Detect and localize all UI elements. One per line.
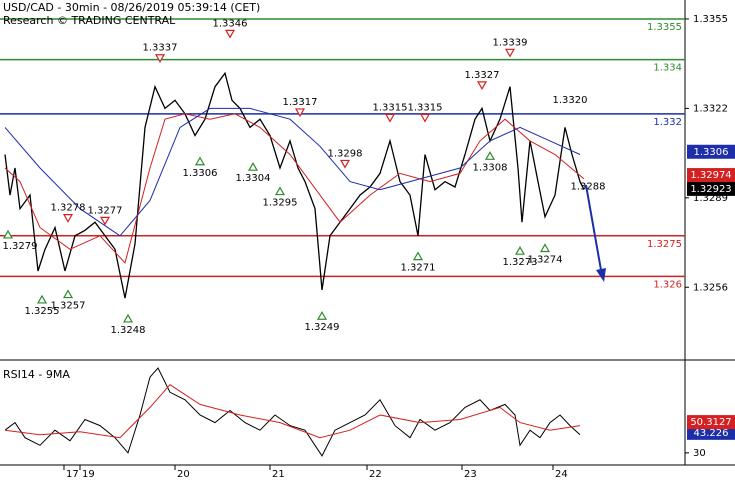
high-label: 1.3337 [143, 43, 178, 54]
low-marker [194, 156, 206, 166]
high-label: 1.3327 [465, 70, 500, 81]
forecast-arrow [585, 184, 602, 271]
high-marker [504, 48, 516, 58]
high-marker [294, 108, 306, 118]
y-tick-label: 30 [693, 448, 706, 459]
low-marker [316, 311, 328, 320]
arrow-head [596, 268, 606, 282]
level-label: 1.3275 [647, 239, 682, 250]
series-line [4, 113, 585, 264]
high-marker [224, 29, 236, 39]
last-value-box [687, 415, 735, 430]
low-marker [514, 245, 526, 255]
rsi-title: RSI14 - 9MA [3, 368, 70, 381]
level-label: 1.332 [653, 117, 682, 128]
last-value-label: 1.3306 [694, 147, 729, 158]
y-tick-label: 1.3289 [693, 193, 728, 204]
low-label: 1.3249 [305, 322, 340, 333]
level-label: 1.3355 [647, 22, 682, 33]
high-marker [62, 214, 74, 223]
low-marker [2, 229, 14, 239]
x-tick-label: 24 [555, 469, 568, 480]
chart-title: USD/CAD - 30min - 08/26/2019 05:39:14 (C… [3, 1, 260, 14]
y-tick-label: 1.3256 [693, 282, 728, 293]
x-tick-label: 20 [177, 469, 190, 480]
low-label: 1.3295 [263, 198, 298, 209]
high-label: 1.3315 [373, 102, 408, 113]
low-label: 1.3271 [401, 263, 436, 274]
high-label: 1.3317 [283, 97, 318, 108]
last-value-label: 50.3127 [690, 417, 731, 428]
high-label: 1.3315 [408, 102, 443, 113]
low-marker [484, 151, 496, 160]
low-label: 1.3255 [25, 306, 60, 317]
low-label: 1.3257 [51, 301, 86, 312]
series-line [4, 384, 581, 439]
x-tick-label: 23 [464, 469, 477, 480]
y-tick-label: 1.3355 [693, 14, 728, 25]
high-marker [476, 81, 488, 91]
last-value-box [687, 144, 735, 159]
level-label: 1.326 [653, 279, 682, 290]
x-tick-label: 21 [272, 469, 285, 480]
x-tick-label: 19 [82, 469, 95, 480]
series-line [4, 367, 581, 457]
high-marker [419, 113, 431, 123]
x-tick-label: 17 [66, 469, 79, 480]
low-marker [539, 243, 551, 253]
series-line [4, 107, 581, 237]
low-marker [274, 186, 286, 196]
last-value-label: 1.32923 [690, 184, 731, 195]
chart-subtitle: Research © TRADING CENTRAL [3, 14, 176, 27]
last-value-box [687, 168, 735, 183]
low-label: 1.3306 [183, 168, 218, 179]
last-value-label: 1.32974 [690, 170, 731, 181]
high-marker [384, 113, 396, 123]
low-label: 1.3308 [473, 162, 508, 173]
high-marker [154, 54, 166, 63]
x-tick-label: 22 [369, 469, 382, 480]
low-label: 1.3248 [111, 325, 146, 336]
low-marker [247, 161, 259, 171]
high-marker [99, 216, 111, 226]
low-marker [412, 251, 424, 261]
note-label: 1.3320 [553, 95, 588, 106]
low-label: 1.3274 [528, 254, 563, 265]
low-label: 1.3273 [503, 257, 538, 268]
last-value-label: 43.226 [694, 428, 729, 439]
high-label: 1.3339 [493, 37, 528, 48]
low-marker [62, 289, 74, 299]
high-label: 1.3346 [213, 18, 248, 29]
high-label: 1.3277 [88, 205, 123, 216]
note-label: 1.3288 [571, 182, 606, 193]
low-marker [122, 313, 134, 323]
y-tick-label: 1.3322 [693, 103, 728, 114]
series-line [4, 71, 585, 299]
high-label: 1.3298 [328, 148, 363, 159]
low-label: 1.3279 [3, 241, 38, 252]
last-value-box [687, 181, 735, 196]
high-marker [339, 159, 351, 169]
low-marker [36, 294, 48, 304]
plot-area: 1.3355 1.3322 1.3289 1.3256 1.3355 1.334 1.332… [0, 14, 735, 480]
high-label: 1.3278 [51, 203, 86, 214]
last-value-box [687, 425, 735, 440]
low-label: 1.3304 [236, 173, 271, 184]
level-label: 1.334 [653, 63, 682, 74]
